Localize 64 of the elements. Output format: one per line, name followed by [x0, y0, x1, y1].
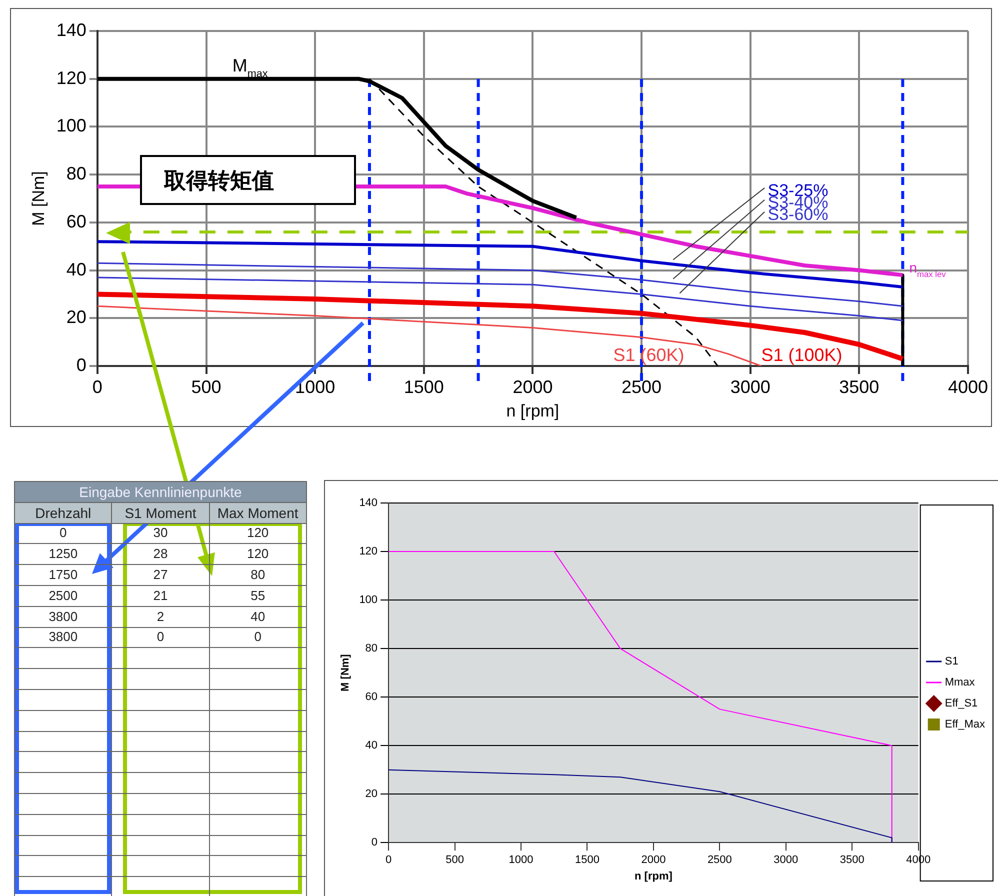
- y-tick-label: 80: [66, 164, 86, 184]
- y-tick-label: 140: [359, 497, 378, 510]
- legend-label: Eff_S1: [944, 698, 978, 710]
- x-tick-label: 1500: [574, 854, 600, 866]
- x-tick-label: 0: [92, 376, 102, 397]
- text: 3800: [14, 606, 112, 628]
- y-tick-label: 20: [365, 788, 378, 800]
- x-tick-label: 0: [385, 854, 392, 866]
- y-tick-label: 120: [56, 68, 86, 88]
- text: 27: [112, 564, 210, 586]
- y-tick-label: 120: [359, 546, 378, 558]
- y-tick-label: 100: [56, 116, 86, 136]
- text: Drehzahl: [14, 502, 112, 524]
- y-tick-label: 20: [66, 307, 86, 328]
- y-tick-label: 60: [365, 691, 378, 704]
- text: 30: [112, 523, 210, 544]
- y-tick-label: 0: [371, 836, 378, 849]
- x-tick-label: 3500: [840, 854, 864, 866]
- text: Max Moment: [209, 502, 306, 524]
- x-tick-label: 2000: [512, 376, 553, 397]
- text: 0: [112, 627, 210, 648]
- text: 1750: [14, 564, 112, 586]
- text: 28: [112, 544, 210, 565]
- legend-label: Eff_Max: [944, 718, 986, 731]
- y-axis-title: M [Nm]: [28, 171, 48, 226]
- x-tick-label: 1000: [508, 854, 534, 866]
- series-label: S1 (100K): [761, 345, 842, 366]
- text: 3800: [14, 627, 112, 648]
- text: 0: [209, 627, 306, 648]
- text: 80: [209, 564, 306, 586]
- y-axis-title: M [Nm]: [340, 654, 352, 692]
- x-tick-label: 2500: [622, 376, 662, 397]
- x-tick-label: 500: [191, 376, 222, 397]
- x-tick-label: 1500: [404, 376, 444, 397]
- text: S1 Moment: [112, 502, 210, 524]
- x-tick-label: 2500: [707, 854, 732, 866]
- x-axis-title: n [rpm]: [634, 870, 673, 882]
- x-tick-label: 3000: [774, 854, 798, 866]
- text: 2: [112, 606, 210, 628]
- text: Eingabe Kennlinienpunkte: [14, 482, 306, 502]
- x-tick-label: 2000: [641, 854, 666, 866]
- x-axis-title: n [rpm]: [506, 401, 560, 420]
- y-tick-label: 0: [76, 354, 86, 375]
- y-tick-label: 60: [66, 211, 86, 232]
- y-tick-label: 80: [365, 642, 378, 655]
- text: 120: [209, 544, 306, 565]
- y-tick-label: 140: [56, 20, 86, 40]
- text: 2500: [14, 585, 112, 606]
- x-tick-label: 4000: [948, 376, 988, 397]
- text: 1250: [14, 544, 112, 565]
- y-tick-label: 100: [359, 594, 378, 606]
- text: 120: [209, 523, 306, 544]
- y-tick-label: 40: [66, 259, 86, 280]
- legend-label: S1: [944, 656, 958, 668]
- legend-label: Mmax: [944, 676, 976, 689]
- y-tick-label: 40: [365, 740, 378, 752]
- x-tick-label: 500: [446, 854, 464, 866]
- text: 21: [112, 585, 210, 606]
- x-tick-label: 1000: [295, 376, 336, 397]
- note-box: 取得转矩值: [140, 155, 356, 205]
- text: 55: [209, 585, 306, 606]
- x-tick-label: 3500: [839, 376, 880, 397]
- text: 40: [209, 606, 306, 628]
- x-tick-label: 3000: [730, 376, 770, 397]
